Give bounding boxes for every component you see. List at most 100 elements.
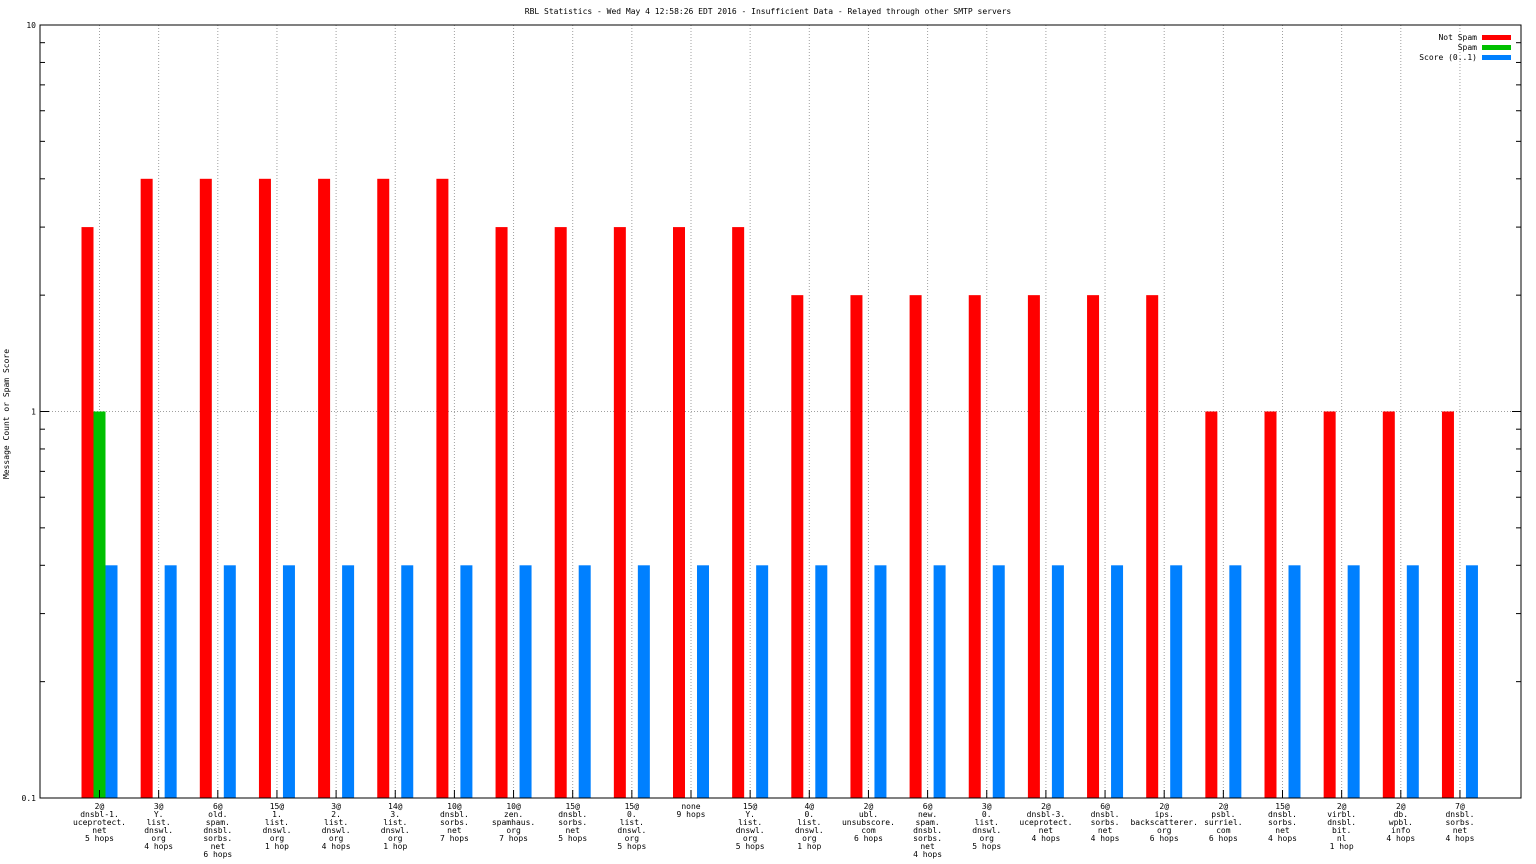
x-tick-label: 6@ (923, 802, 933, 811)
x-tick-label: list. (383, 818, 407, 827)
x-tick-label: list. (738, 818, 762, 827)
x-tick-label: dnsbl. (1091, 810, 1120, 819)
bar-spam (93, 411, 106, 798)
x-tick-label: list. (620, 818, 644, 827)
x-tick-label: 5 hops (558, 834, 587, 843)
bar-not-spam (377, 178, 390, 798)
x-tick-label: uceprotect. (73, 818, 126, 827)
x-tick-label: 2@ (1396, 802, 1406, 811)
bar-score-0-1 (460, 565, 473, 798)
x-tick-label: 2@ (1337, 802, 1347, 811)
x-tick-label: Y. (154, 810, 164, 819)
x-tick-label: dnswl. (381, 826, 410, 835)
x-tick-label: 4 hops (1268, 834, 1297, 843)
bar-not-spam (258, 178, 271, 798)
bar-not-spam (554, 227, 567, 798)
x-tick-label: 1 hop (265, 842, 289, 851)
bar-score-0-1 (578, 565, 591, 798)
bar-not-spam (1027, 295, 1040, 798)
x-tick-label: dnsbl-1. (80, 810, 119, 819)
x-tick-label: 1 hop (797, 842, 821, 851)
x-tick-label: bit. (1332, 826, 1351, 835)
bar-score-0-1 (342, 565, 355, 798)
y-tick-label: 10 (26, 21, 36, 30)
x-tick-label: list. (975, 818, 999, 827)
x-tick-label: 5 hops (617, 842, 646, 851)
bar-score-0-1 (1406, 565, 1419, 798)
x-tick-label: 7 hops (499, 834, 528, 843)
bar-not-spam (909, 295, 922, 798)
bar-not-spam (140, 178, 153, 798)
bar-not-spam (199, 178, 212, 798)
x-tick-label: org (506, 826, 521, 835)
x-tick-label: org (329, 834, 344, 843)
x-tick-label: net (211, 842, 226, 851)
x-tick-label: 5 hops (85, 834, 114, 843)
x-tick-label: dnsbl. (1445, 810, 1474, 819)
x-tick-label: spamhaus. (492, 818, 535, 827)
x-tick-label: 2@ (1219, 802, 1229, 811)
x-tick-label: dnsbl. (203, 826, 232, 835)
x-tick-label: 1 hop (1330, 842, 1354, 851)
legend-swatch (1482, 45, 1511, 50)
x-tick-label: uceprotect. (1019, 818, 1072, 827)
bar-not-spam (1323, 411, 1336, 798)
x-tick-label: 0. (627, 810, 637, 819)
x-tick-label: 7 hops (440, 834, 469, 843)
x-tick-label: 10@ (506, 802, 521, 811)
bar-not-spam (791, 295, 804, 798)
x-tick-label: 1. (272, 810, 282, 819)
bar-score-0-1 (519, 565, 532, 798)
x-tick-label: unsubscore. (842, 818, 895, 827)
x-tick-label: dnswl. (322, 826, 351, 835)
bar-score-0-1 (1051, 565, 1064, 798)
bar-not-spam (850, 295, 863, 798)
bar-not-spam (318, 178, 331, 798)
bar-not-spam (732, 227, 745, 798)
x-tick-label: net (1275, 826, 1290, 835)
bar-not-spam (1205, 411, 1218, 798)
x-tick-label: db. (1394, 810, 1408, 819)
x-tick-label: 6 hops (854, 834, 883, 843)
x-tick-label: dnsbl. (1268, 810, 1297, 819)
grid-lines (40, 25, 1521, 798)
x-tick-label: dnswl. (972, 826, 1001, 835)
x-tick-label: com (861, 826, 876, 835)
x-tick-label: dnsbl. (440, 810, 469, 819)
x-tick-label: 14@ (388, 802, 403, 811)
bar-score-0-1 (105, 565, 118, 798)
x-tick-label: dnswl. (617, 826, 646, 835)
legend-swatch (1482, 55, 1511, 60)
x-tick-label: 4 hops (1445, 834, 1474, 843)
x-tick-label: 10@ (447, 802, 462, 811)
bar-not-spam (1264, 411, 1277, 798)
x-tick-label: net (920, 842, 935, 851)
x-tick-label: ubl. (859, 810, 878, 819)
x-tick-label: 0. (804, 810, 814, 819)
x-tick-label: 15@ (270, 802, 285, 811)
bar-score-0-1 (164, 565, 177, 798)
x-tick-label: 3. (390, 810, 400, 819)
x-tick-label: sorbs. (1268, 818, 1297, 827)
x-tick-label: 4 hops (322, 842, 351, 851)
x-tick-label: org (980, 834, 995, 843)
x-tick-label: dnsbl-3. (1027, 810, 1066, 819)
x-tick-label: net (447, 826, 462, 835)
x-tick-label: 7@ (1455, 802, 1465, 811)
x-tick-label: 3@ (331, 802, 341, 811)
x-tick-label: surriel. (1204, 818, 1243, 827)
x-tick-label: ips. (1155, 810, 1174, 819)
bar-score-0-1 (815, 565, 828, 798)
bar-score-0-1 (1288, 565, 1301, 798)
y-axis-label: Message Count or Spam Score (2, 349, 11, 479)
x-tick-label: 2@ (1159, 802, 1169, 811)
x-tick-label: 5 hops (736, 842, 765, 851)
x-tick-label: 2@ (1041, 802, 1051, 811)
x-tick-label: 2@ (864, 802, 874, 811)
bar-score-0-1 (756, 565, 769, 798)
x-tick-label: sorbs. (913, 834, 942, 843)
x-tick-label: backscatterer. (1130, 818, 1197, 827)
x-tick-label: org (151, 834, 166, 843)
